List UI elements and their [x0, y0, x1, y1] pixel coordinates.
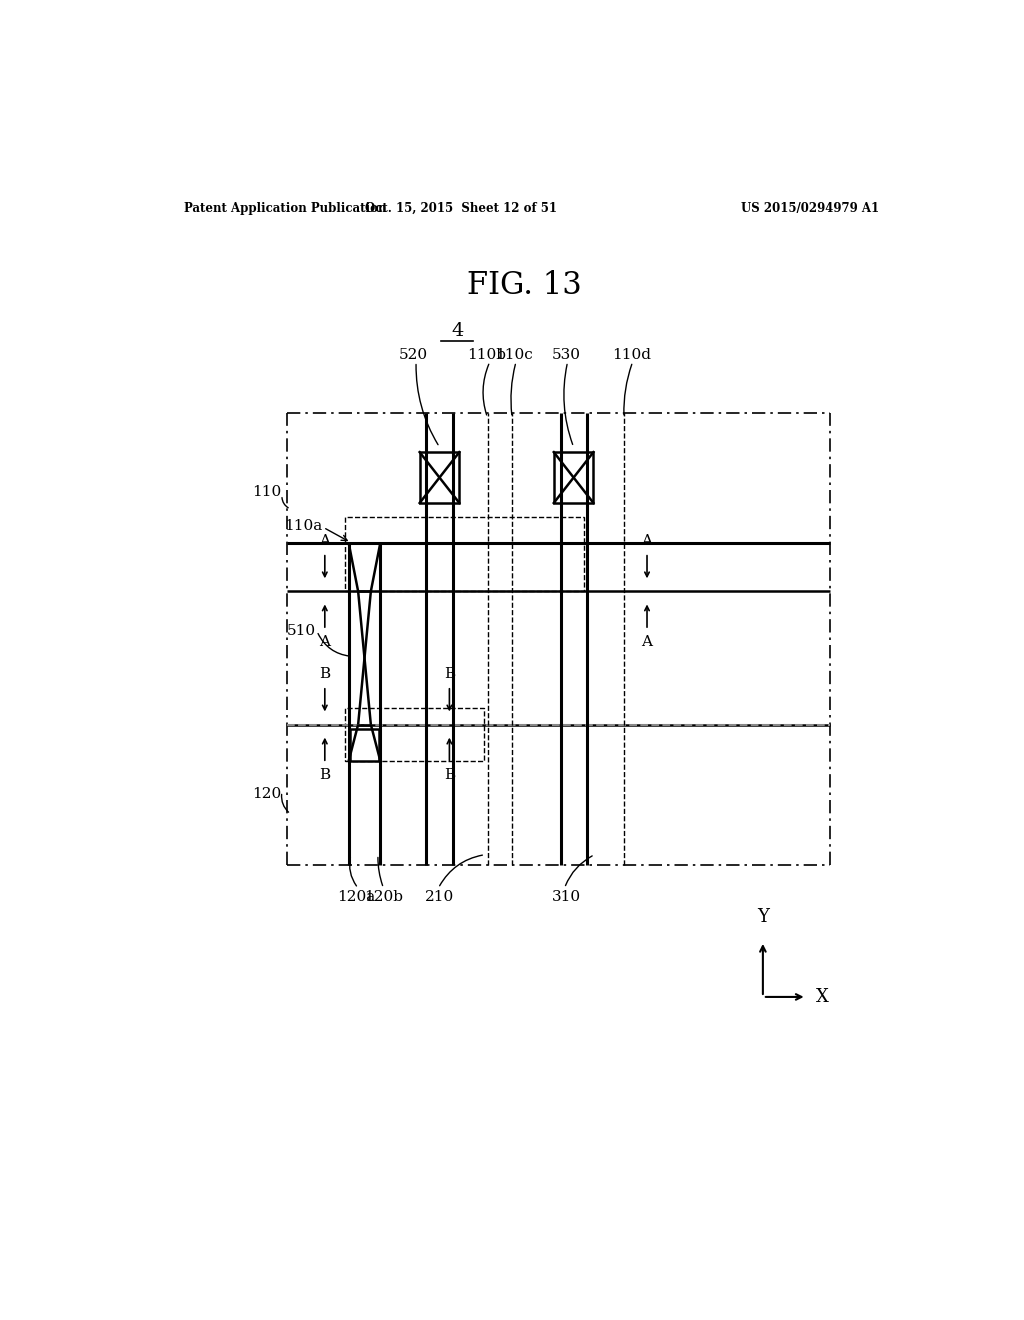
Text: B: B: [443, 667, 455, 681]
Text: Oct. 15, 2015  Sheet 12 of 51: Oct. 15, 2015 Sheet 12 of 51: [366, 202, 557, 215]
Text: 110d: 110d: [611, 347, 650, 362]
Text: 110a: 110a: [285, 519, 323, 533]
Bar: [554, 453, 594, 503]
Text: 110b: 110b: [467, 347, 506, 362]
Text: US 2015/0294979 A1: US 2015/0294979 A1: [741, 202, 880, 215]
Text: A: A: [641, 533, 652, 548]
Text: B: B: [443, 768, 455, 783]
Text: FIG. 13: FIG. 13: [467, 271, 583, 301]
Text: 120a: 120a: [337, 890, 375, 904]
Text: Y: Y: [757, 908, 769, 925]
Text: 110c: 110c: [495, 347, 532, 362]
Bar: [345, 517, 585, 591]
Bar: [420, 453, 460, 503]
Text: 4: 4: [452, 322, 464, 341]
Text: 120: 120: [252, 787, 282, 801]
Text: B: B: [319, 667, 331, 681]
Text: 310: 310: [552, 890, 581, 904]
Text: 120b: 120b: [365, 890, 403, 904]
Text: B: B: [319, 768, 331, 783]
Text: 520: 520: [399, 347, 428, 362]
Text: 530: 530: [552, 347, 581, 362]
Bar: [345, 709, 483, 762]
Text: A: A: [319, 635, 331, 649]
Text: 510: 510: [287, 624, 316, 638]
Text: 110: 110: [252, 484, 282, 499]
Text: X: X: [816, 987, 828, 1006]
Text: A: A: [319, 533, 331, 548]
Text: A: A: [641, 635, 652, 649]
Bar: [350, 729, 379, 762]
Text: Patent Application Publication: Patent Application Publication: [183, 202, 386, 215]
Text: 210: 210: [425, 890, 455, 904]
